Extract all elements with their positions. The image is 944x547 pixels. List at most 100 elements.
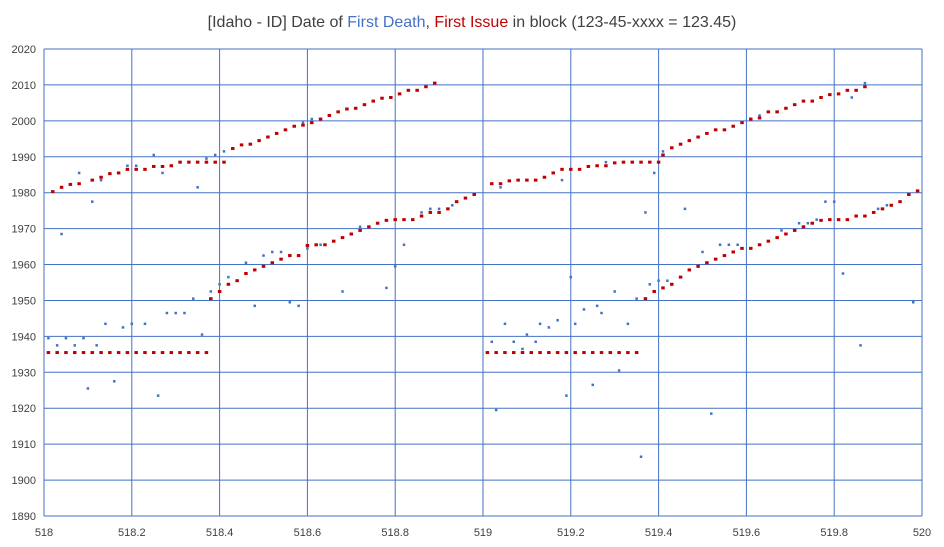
first-issue-point (696, 135, 700, 139)
first-death-point (806, 221, 810, 225)
first-issue-point (621, 160, 626, 164)
first-death-point (297, 304, 300, 308)
first-issue-point (90, 178, 95, 182)
first-death-point (143, 322, 147, 326)
first-death-point (538, 322, 542, 326)
first-death-point (402, 243, 406, 247)
first-issue-point (792, 228, 797, 232)
first-issue-point (261, 264, 266, 268)
first-issue-point (375, 221, 380, 225)
first-issue-point (749, 117, 753, 121)
first-issue-point (792, 103, 797, 107)
y-tick-label: 1900 (12, 475, 36, 487)
first-death-point (86, 387, 90, 390)
first-issue-point (551, 171, 555, 175)
first-issue-point (217, 289, 222, 293)
first-issue-point (845, 88, 850, 92)
first-issue-point (283, 128, 288, 132)
chart-title: [Idaho - ID] Date of First Death, First … (208, 14, 737, 31)
first-death-point (617, 369, 621, 372)
first-issue-point (55, 351, 59, 355)
first-death-point (156, 394, 160, 397)
first-issue-point (503, 351, 507, 355)
first-issue-point (266, 135, 270, 139)
first-issue-point (871, 210, 876, 214)
first-issue-point (244, 272, 248, 276)
first-issue-point (292, 124, 296, 128)
first-issue-point (722, 254, 727, 258)
first-issue-point (371, 99, 375, 103)
first-death-point (499, 186, 502, 189)
first-issue-point (81, 351, 86, 355)
first-issue-point (586, 164, 591, 168)
first-issue-point (160, 351, 165, 355)
first-issue-point (59, 185, 64, 189)
first-issue-point (235, 279, 239, 283)
first-issue-point (143, 351, 147, 355)
first-issue-point (406, 88, 411, 92)
first-death-point (885, 204, 889, 207)
first-issue-point (560, 167, 564, 171)
first-issue-point (99, 351, 103, 355)
first-issue-point (828, 218, 832, 222)
first-issue-point (775, 110, 779, 114)
first-issue-point (46, 351, 51, 355)
first-death-point (727, 243, 731, 247)
first-issue-point (323, 243, 327, 247)
first-issue-point (490, 182, 494, 186)
first-issue-point (108, 351, 112, 355)
first-death-point (797, 221, 801, 225)
first-issue-point (836, 92, 841, 96)
first-issue-point (209, 297, 213, 301)
first-death-point (534, 340, 537, 344)
y-tick-label: 1960 (12, 260, 36, 272)
first-death-point (271, 250, 274, 254)
series-first-death (47, 81, 915, 458)
y-tick-label: 1980 (12, 188, 36, 200)
first-death-point (736, 243, 739, 247)
first-issue-point (389, 95, 393, 99)
first-death-point (152, 153, 155, 157)
first-issue-point (915, 189, 920, 193)
first-death-point (200, 333, 204, 336)
first-issue-point (336, 110, 340, 114)
first-issue-point (591, 351, 595, 355)
y-tick-label: 1920 (12, 403, 36, 415)
first-issue-point (547, 351, 551, 355)
first-death-point (126, 164, 129, 167)
first-death-point (451, 204, 454, 207)
first-death-point (701, 250, 704, 254)
first-issue-point (757, 243, 762, 247)
grid-lines (43, 48, 923, 517)
first-issue-point (393, 218, 397, 222)
first-issue-point (731, 250, 735, 254)
first-death-point (490, 340, 494, 344)
first-death-point (635, 297, 638, 300)
first-death-point (60, 232, 63, 236)
first-death-point (758, 114, 761, 117)
first-issue-point (134, 167, 138, 171)
first-issue-point (863, 214, 867, 218)
first-issue-point (485, 351, 490, 355)
first-death-point (95, 344, 98, 347)
first-death-point (600, 311, 603, 315)
first-issue-point (358, 228, 362, 232)
first-issue-point (187, 351, 191, 355)
title-first-death: First Death (347, 14, 425, 31)
first-issue-point (656, 160, 661, 164)
first-issue-point (397, 92, 402, 96)
first-issue-point (345, 107, 349, 111)
first-death-point (832, 200, 836, 203)
first-death-point (213, 153, 217, 157)
first-issue-point (854, 88, 858, 92)
first-issue-point (801, 99, 806, 103)
first-issue-point (722, 128, 727, 132)
first-death-point (77, 171, 81, 175)
y-tick-label: 1950 (12, 295, 36, 307)
first-death-point (565, 394, 568, 397)
first-issue-point (608, 351, 613, 355)
first-issue-point (612, 161, 617, 165)
first-issue-point (463, 196, 468, 200)
first-death-point (227, 275, 230, 279)
first-death-point (859, 344, 862, 347)
